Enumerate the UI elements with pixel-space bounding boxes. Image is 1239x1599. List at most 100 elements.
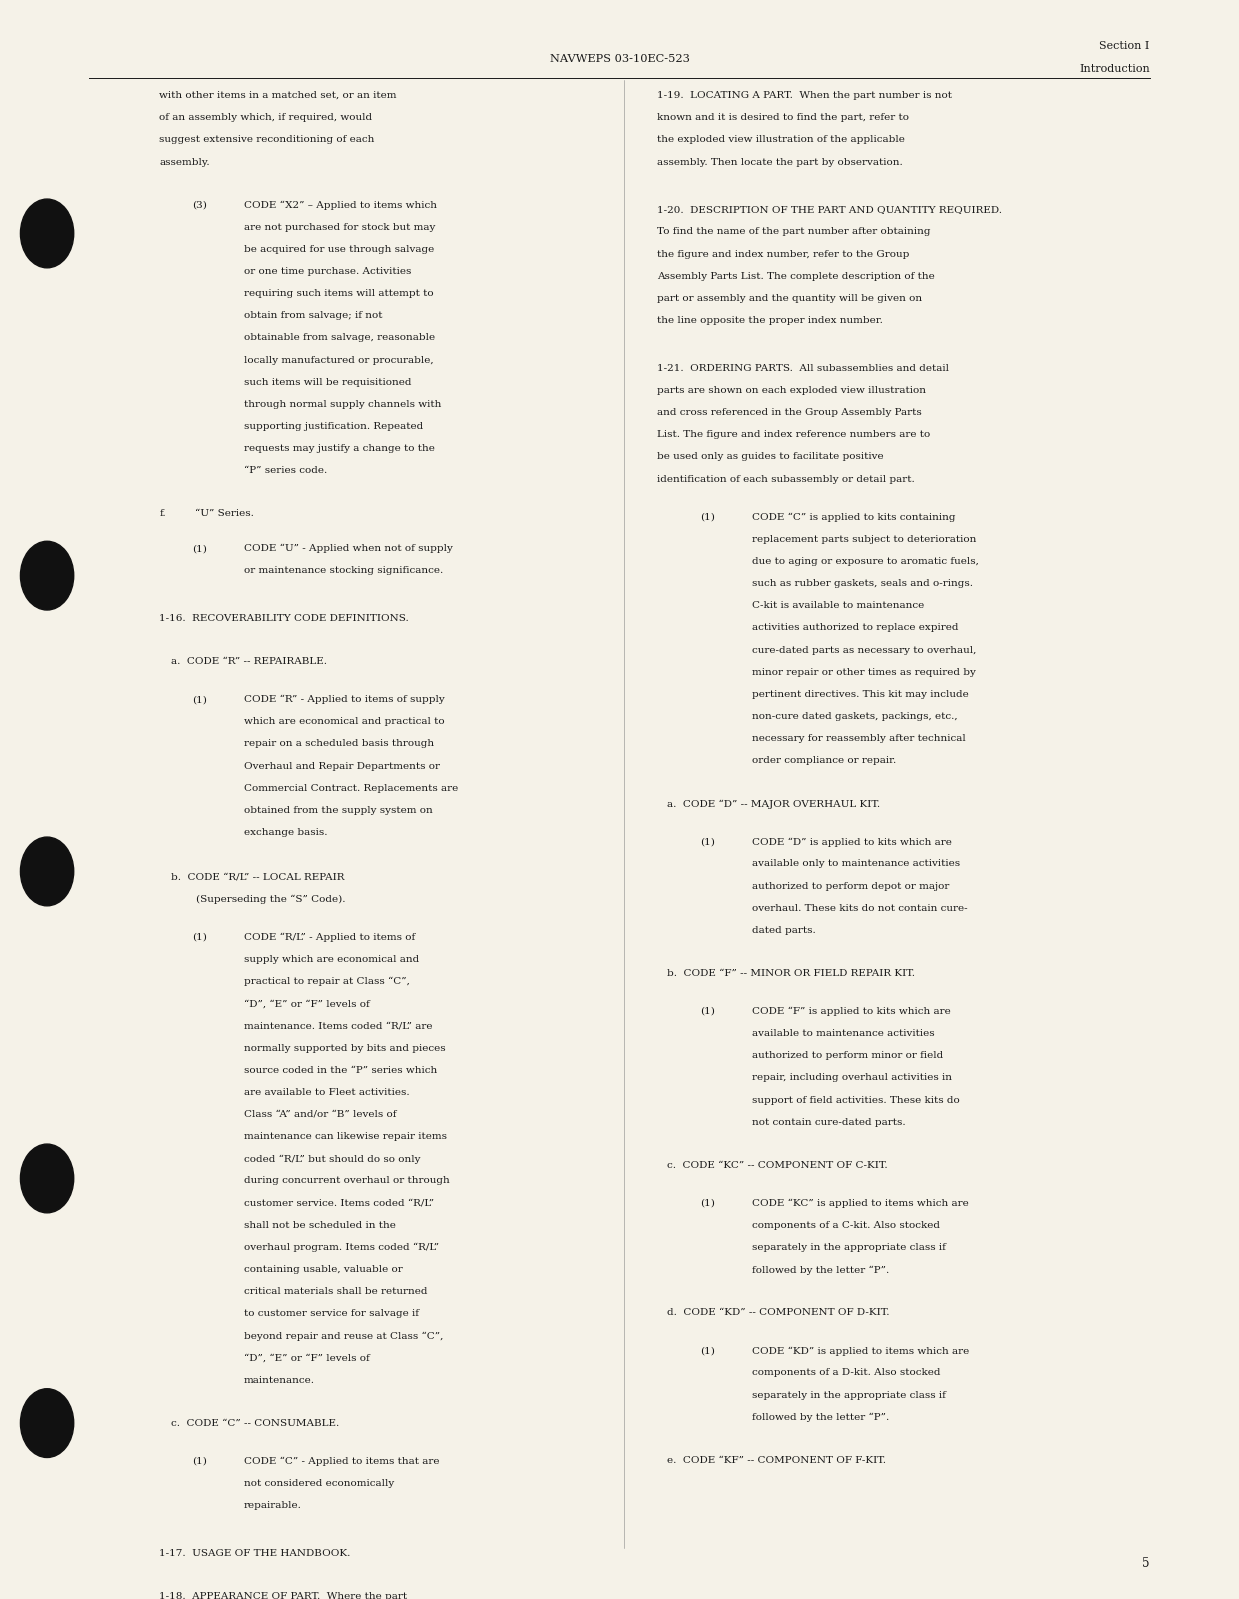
Text: d.  CODE “KD” -- COMPONENT OF D-KIT.: d. CODE “KD” -- COMPONENT OF D-KIT. (667, 1308, 890, 1318)
Text: (3): (3) (192, 200, 207, 209)
Circle shape (20, 1388, 74, 1458)
Text: followed by the letter “P”.: followed by the letter “P”. (752, 1265, 890, 1274)
Text: source coded in the “P” series which: source coded in the “P” series which (244, 1065, 437, 1075)
Text: (1): (1) (192, 932, 207, 942)
Text: and cross referenced in the Group Assembly Parts: and cross referenced in the Group Assemb… (657, 408, 922, 417)
Text: c.  CODE “KC” -- COMPONENT OF C-KIT.: c. CODE “KC” -- COMPONENT OF C-KIT. (667, 1161, 887, 1169)
Text: CODE “C” - Applied to items that are: CODE “C” - Applied to items that are (244, 1457, 440, 1466)
Text: maintenance. Items coded “R/L” are: maintenance. Items coded “R/L” are (244, 1022, 432, 1030)
Text: overhaul. These kits do not contain cure-: overhaul. These kits do not contain cure… (752, 903, 968, 913)
Text: C-kit is available to maintenance: C-kit is available to maintenance (752, 601, 924, 611)
Text: locally manufactured or procurable,: locally manufactured or procurable, (244, 355, 434, 365)
Text: CODE “KC” is applied to items which are: CODE “KC” is applied to items which are (752, 1199, 969, 1209)
Text: be acquired for use through salvage: be acquired for use through salvage (244, 245, 435, 254)
Text: dated parts.: dated parts. (752, 926, 815, 935)
Text: Class “A” and/or “B” levels of: Class “A” and/or “B” levels of (244, 1110, 396, 1119)
Text: a.  CODE “D” -- MAJOR OVERHAUL KIT.: a. CODE “D” -- MAJOR OVERHAUL KIT. (667, 800, 880, 809)
Text: b.  CODE “R/L” -- LOCAL REPAIR: b. CODE “R/L” -- LOCAL REPAIR (171, 873, 344, 881)
Text: are not purchased for stock but may: are not purchased for stock but may (244, 222, 435, 232)
Text: support of field activities. These kits do: support of field activities. These kits … (752, 1095, 960, 1105)
Text: List. The figure and index reference numbers are to: List. The figure and index reference num… (657, 430, 930, 440)
Text: parts are shown on each exploded view illustration: parts are shown on each exploded view il… (657, 385, 926, 395)
Text: assembly.: assembly. (159, 158, 209, 166)
Text: of an assembly which, if required, would: of an assembly which, if required, would (159, 114, 373, 122)
Text: suggest extensive reconditioning of each: suggest extensive reconditioning of each (159, 136, 374, 144)
Circle shape (20, 1145, 74, 1212)
Text: or maintenance stocking significance.: or maintenance stocking significance. (244, 566, 444, 576)
Text: 1-21.  ORDERING PARTS.  All subassemblies and detail: 1-21. ORDERING PARTS. All subassemblies … (657, 365, 949, 373)
Text: overhaul program. Items coded “R/L”: overhaul program. Items coded “R/L” (244, 1242, 439, 1252)
Text: coded “R/L” but should do so only: coded “R/L” but should do so only (244, 1154, 420, 1164)
Text: (1): (1) (192, 1457, 207, 1466)
Text: cure-dated parts as necessary to overhaul,: cure-dated parts as necessary to overhau… (752, 646, 976, 654)
Text: normally supported by bits and pieces: normally supported by bits and pieces (244, 1044, 446, 1052)
Text: (1): (1) (700, 1199, 715, 1207)
Text: Assembly Parts List. The complete description of the: Assembly Parts List. The complete descri… (657, 272, 934, 281)
Text: followed by the letter “P”.: followed by the letter “P”. (752, 1414, 890, 1422)
Text: “D”, “E” or “F” levels of: “D”, “E” or “F” levels of (244, 1354, 369, 1362)
Text: Commercial Contract. Replacements are: Commercial Contract. Replacements are (244, 784, 458, 793)
Text: Introduction: Introduction (1079, 64, 1150, 74)
Text: available only to maintenance activities: available only to maintenance activities (752, 860, 960, 868)
Text: “U” Series.: “U” Series. (196, 508, 254, 518)
Text: the line opposite the proper index number.: the line opposite the proper index numbe… (657, 317, 882, 325)
Text: Overhaul and Repair Departments or: Overhaul and Repair Departments or (244, 761, 440, 771)
Text: authorized to perform minor or field: authorized to perform minor or field (752, 1051, 943, 1060)
Text: necessary for reassembly after technical: necessary for reassembly after technical (752, 734, 966, 744)
Text: obtain from salvage; if not: obtain from salvage; if not (244, 312, 383, 320)
Text: not considered economically: not considered economically (244, 1479, 394, 1489)
Text: pertinent directives. This kit may include: pertinent directives. This kit may inclu… (752, 689, 969, 699)
Text: obtained from the supply system on: obtained from the supply system on (244, 806, 432, 815)
Text: components of a C-kit. Also stocked: components of a C-kit. Also stocked (752, 1222, 940, 1230)
Text: to customer service for salvage if: to customer service for salvage if (244, 1310, 419, 1318)
Text: requests may justify a change to the: requests may justify a change to the (244, 445, 435, 453)
Text: a.  CODE “R” -- REPAIRABLE.: a. CODE “R” -- REPAIRABLE. (171, 657, 327, 665)
Text: with other items in a matched set, or an item: with other items in a matched set, or an… (159, 91, 396, 101)
Text: available to maintenance activities: available to maintenance activities (752, 1030, 934, 1038)
Text: maintenance.: maintenance. (244, 1375, 315, 1385)
Text: CODE “R” - Applied to items of supply: CODE “R” - Applied to items of supply (244, 696, 445, 705)
Text: containing usable, valuable or: containing usable, valuable or (244, 1265, 403, 1274)
Text: components of a D-kit. Also stocked: components of a D-kit. Also stocked (752, 1369, 940, 1377)
Text: f.: f. (159, 508, 166, 518)
Text: through normal supply channels with: through normal supply channels with (244, 400, 441, 409)
Text: (1): (1) (700, 513, 715, 521)
Text: e.  CODE “KF” -- COMPONENT OF F-KIT.: e. CODE “KF” -- COMPONENT OF F-KIT. (667, 1455, 886, 1465)
Text: shall not be scheduled in the: shall not be scheduled in the (244, 1220, 396, 1230)
Text: exchange basis.: exchange basis. (244, 828, 327, 836)
Text: not contain cure-dated parts.: not contain cure-dated parts. (752, 1118, 906, 1127)
Text: 1-16.  RECOVERABILITY CODE DEFINITIONS.: 1-16. RECOVERABILITY CODE DEFINITIONS. (159, 614, 409, 624)
Text: “D”, “E” or “F” levels of: “D”, “E” or “F” levels of (244, 999, 369, 1009)
Text: 5: 5 (1142, 1557, 1150, 1570)
Text: obtainable from salvage, reasonable: obtainable from salvage, reasonable (244, 334, 435, 342)
Circle shape (20, 198, 74, 267)
Text: (Superseding the “S” Code).: (Superseding the “S” Code). (196, 895, 346, 903)
Text: identification of each subassembly or detail part.: identification of each subassembly or de… (657, 475, 914, 483)
Text: are available to Fleet activities.: are available to Fleet activities. (244, 1087, 410, 1097)
Text: order compliance or repair.: order compliance or repair. (752, 756, 896, 766)
Text: such as rubber gaskets, seals and o-rings.: such as rubber gaskets, seals and o-ring… (752, 579, 973, 588)
Text: b.  CODE “F” -- MINOR OR FIELD REPAIR KIT.: b. CODE “F” -- MINOR OR FIELD REPAIR KIT… (667, 969, 914, 979)
Text: supporting justification. Repeated: supporting justification. Repeated (244, 422, 424, 432)
Text: during concurrent overhaul or through: during concurrent overhaul or through (244, 1177, 450, 1185)
Text: the exploded view illustration of the applicable: the exploded view illustration of the ap… (657, 136, 904, 144)
Text: maintenance can likewise repair items: maintenance can likewise repair items (244, 1132, 447, 1142)
Text: customer service. Items coded “R/L”: customer service. Items coded “R/L” (244, 1199, 434, 1207)
Text: repair on a scheduled basis through: repair on a scheduled basis through (244, 739, 434, 748)
Text: or one time purchase. Activities: or one time purchase. Activities (244, 267, 411, 277)
Text: separately in the appropriate class if: separately in the appropriate class if (752, 1391, 945, 1399)
Text: critical materials shall be returned: critical materials shall be returned (244, 1287, 427, 1297)
Text: CODE “U” - Applied when not of supply: CODE “U” - Applied when not of supply (244, 544, 453, 553)
Text: 1-19.  LOCATING A PART.  When the part number is not: 1-19. LOCATING A PART. When the part num… (657, 91, 952, 101)
Text: be used only as guides to facilitate positive: be used only as guides to facilitate pos… (657, 453, 883, 462)
Text: assembly. Then locate the part by observation.: assembly. Then locate the part by observ… (657, 158, 902, 166)
Text: due to aging or exposure to aromatic fuels,: due to aging or exposure to aromatic fue… (752, 556, 979, 566)
Text: replacement parts subject to deterioration: replacement parts subject to deteriorati… (752, 534, 976, 544)
Text: such items will be requisitioned: such items will be requisitioned (244, 377, 411, 387)
Circle shape (20, 836, 74, 905)
Text: separately in the appropriate class if: separately in the appropriate class if (752, 1242, 945, 1252)
Text: “P” series code.: “P” series code. (244, 467, 327, 475)
Text: (1): (1) (700, 1346, 715, 1356)
Text: CODE “C” is applied to kits containing: CODE “C” is applied to kits containing (752, 513, 955, 521)
Text: which are economical and practical to: which are economical and practical to (244, 718, 445, 726)
